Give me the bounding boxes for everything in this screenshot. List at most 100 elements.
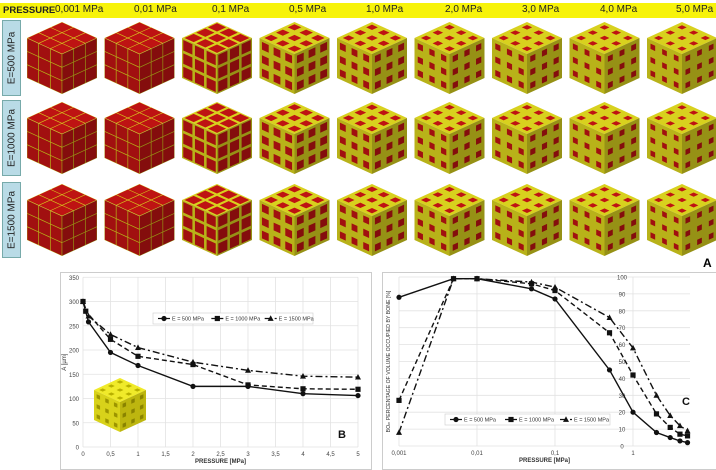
tissue-cell [308,60,316,72]
tissue-cell [386,223,393,233]
tissue-cell [105,112,128,124]
y-tick-label: 100 [69,397,80,403]
tissue-cell [85,145,97,163]
inset-pore [131,418,135,424]
tissue-cell [452,80,458,89]
tissue-cell [607,134,613,142]
scaffold-cube [104,184,175,256]
tissue-cell [476,205,482,214]
tissue-cell [455,40,467,46]
y-tick-label: 0 [76,446,80,452]
tissue-cell [116,219,128,237]
tissue-cell [464,237,470,246]
tissue-cell [116,107,139,118]
tissue-cell [85,227,97,245]
tissue-cell [607,216,613,224]
tissue-cell [553,149,559,159]
tissue-cell [452,229,458,238]
tissue-cell [444,126,455,132]
tissue-cell [241,146,251,162]
tissue-cell [139,211,151,229]
tissue-cell [273,73,281,85]
tissue-cell [241,215,251,230]
square-marker [606,330,613,336]
tissue-cell [584,224,590,232]
tissue-cell [139,142,151,161]
tissue-cell [39,118,62,129]
tissue-cell [619,75,625,84]
tissue-cell [417,56,423,65]
tissue-cell [74,123,85,142]
tissue-cell [62,211,74,229]
tissue-cell [183,120,193,135]
tissue-cell [231,113,250,123]
tissue-cell [105,32,128,44]
tissue-cell [207,206,227,215]
tissue-cell [163,227,175,245]
tissue-cell [584,48,590,57]
tissue-cell [206,144,216,159]
pressure-label: 0,5 MPa [289,4,327,15]
tissue-cell [366,197,378,203]
tissue-cell [429,128,435,137]
tissue-cell [700,115,710,121]
tissue-cell [241,228,251,244]
tissue-cell [39,27,62,38]
tissue-cell [140,38,163,49]
inset-pore [107,392,115,396]
tissue-cell [339,69,346,79]
tissue-cell [308,73,316,85]
tissue-cell [140,189,163,200]
tissue-cell [530,215,536,225]
tissue-cell [631,150,637,158]
tissue-cell [139,224,151,243]
tissue-cell [417,123,423,132]
tissue-cell [441,67,447,76]
tissue-cell [163,118,175,137]
x-tick-label: 2,5 [216,452,225,458]
tissue-cell [619,62,625,70]
tissue-cell [467,35,479,41]
tissue-cell [104,213,116,232]
tissue-cell [464,48,470,57]
chart-c: 0 10 20 30 40 50 60 70 80 90 100 0,001 0,01 0,1 1 PRESS… [386,275,691,464]
tissue-cell [351,236,358,246]
tissue-cell [74,70,85,89]
tissue-cell [151,219,163,237]
inset-pore [139,394,144,400]
tissue-cell [541,48,548,57]
tissue-cell [194,207,205,222]
tissue-cell [74,150,85,169]
tissue-cell [50,237,62,256]
tissue-cell [287,24,302,31]
tissue-cell [673,134,679,142]
tissue-cell [622,35,633,41]
tissue-cell [386,141,393,151]
tissue-cell [218,157,228,172]
tissue-cell [194,45,205,60]
tissue-cell [320,203,328,215]
tissue-cell [151,137,163,155]
tissue-cell [545,35,556,41]
tissue-cell [241,133,251,148]
tissue-cell [151,205,163,224]
pressure-label: 0,001 MPa [55,4,104,15]
tissue-cell [163,145,175,163]
tissue-cell [206,239,216,254]
tissue-cell [650,43,656,52]
tissue-cell [27,213,39,232]
tissue-cell [218,130,228,146]
tissue-cell [708,232,714,240]
tissue-cell [366,46,378,52]
tissue-cell [85,65,97,83]
tissue-cell [273,222,281,234]
tissue-cell [183,228,193,244]
tissue-cell [196,108,215,117]
tissue-cell [366,115,378,121]
tissue-cell [116,70,128,89]
tissue-cell [311,34,325,42]
tissue-cell [386,128,393,138]
tissue-cell [276,202,290,209]
y-tick-label: 60 [619,343,626,349]
tissue-cell [261,203,269,215]
